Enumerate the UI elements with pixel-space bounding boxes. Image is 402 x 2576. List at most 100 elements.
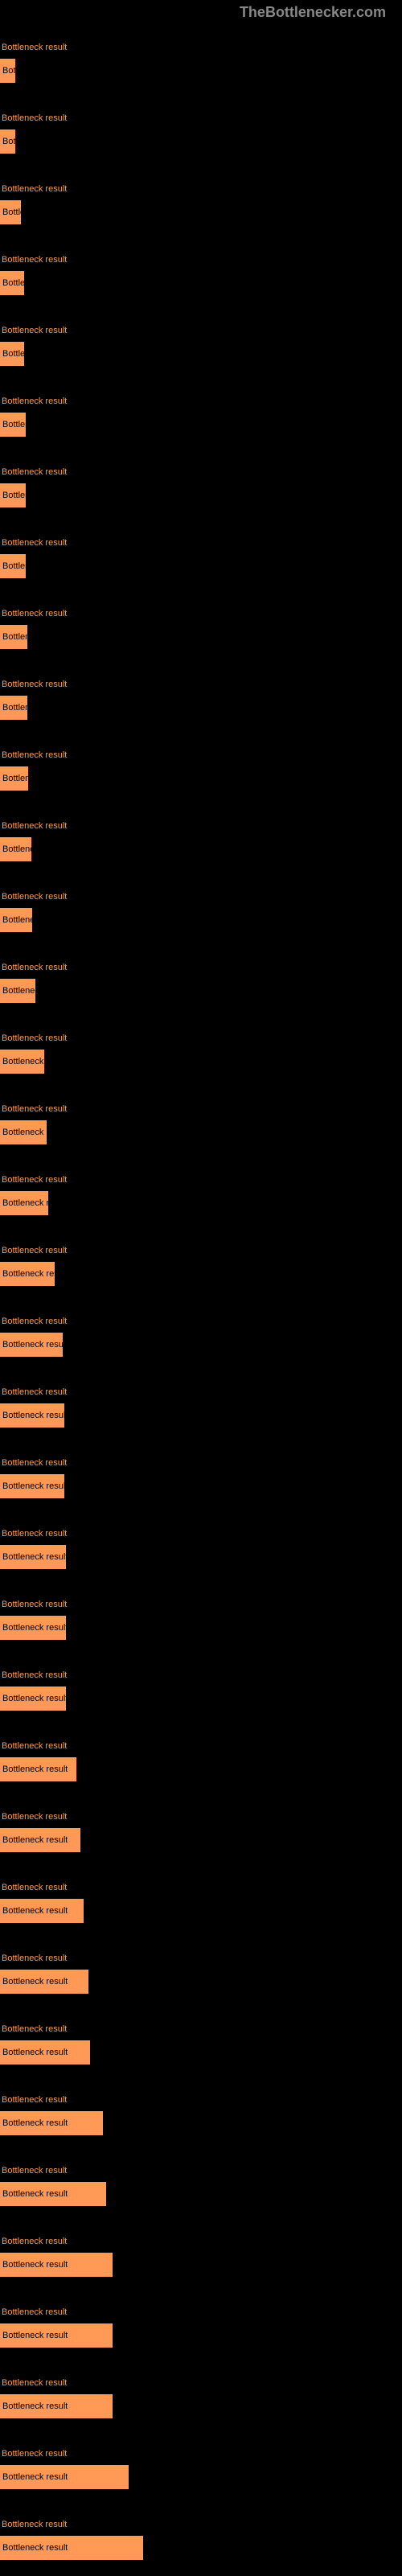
bar-label-link[interactable]: Bottleneck result — [2, 1883, 67, 1892]
bar-label-link[interactable]: Bottleneck result — [2, 609, 67, 618]
bar-label-link[interactable]: Bottleneck result — [2, 2520, 67, 2529]
bar-label-link[interactable]: Bottleneck result — [2, 1317, 67, 1326]
bar-row: Bottleneck result Bottleneck result — [0, 2293, 402, 2364]
bar: Bottleneck result — [0, 2323, 113, 2348]
bar: Bottleneck result — [0, 59, 15, 83]
bar-row: Bottleneck result Bottleneck result — [0, 1090, 402, 1161]
bar-label-link[interactable]: Bottleneck result — [2, 1812, 67, 1822]
bar-row: Bottleneck result Bottleneck result — [0, 2081, 402, 2151]
bar-inner-label: Bottleneck result — [2, 2189, 68, 2199]
bar-label-link[interactable]: Bottleneck result — [2, 1458, 67, 1468]
bar-label-link[interactable]: Bottleneck result — [2, 113, 67, 123]
bar-label-link[interactable]: Bottleneck result — [2, 1954, 67, 1963]
bar: Bottleneck result — [0, 1970, 88, 1994]
bar: Bottleneck result — [0, 342, 24, 366]
bar: Bottleneck result — [0, 2465, 129, 2489]
bar-row: Bottleneck result Bottleneck result — [0, 736, 402, 807]
bar-inner-label: Bottleneck result — [2, 278, 24, 288]
bar-label-link[interactable]: Bottleneck result — [2, 1033, 67, 1043]
bar-label-link[interactable]: Bottleneck result — [2, 396, 67, 406]
bar-row: Bottleneck result Bottleneck result — [0, 1939, 402, 2010]
bar: Bottleneck result — [0, 554, 26, 578]
bar-row: Bottleneck result Bottleneck result — [0, 2010, 402, 2081]
bar-row: Bottleneck resultBottleneck result — [0, 877, 402, 948]
bar-inner-label: Bottleneck result — [2, 1481, 64, 1491]
bar-inner-label: Bottleneck result — [2, 2048, 68, 2057]
bar-row: Bottleneck result Bottleneck result — [0, 1797, 402, 1868]
bar-row: Bottleneck result Bottleneck result — [0, 524, 402, 594]
bar-inner-label: Bottleneck result — [2, 349, 24, 359]
bar: Bottleneck result — [0, 837, 31, 861]
bar-label-link[interactable]: Bottleneck result — [2, 821, 67, 831]
bar-row: Bottleneck result Bottleneck result — [0, 99, 402, 170]
bar-inner-label: Bottleneck result — [2, 1552, 66, 1562]
bar-inner-label: Bottleneck result — [2, 632, 27, 642]
bar: Bottleneck result — [0, 1050, 44, 1074]
bar-row: Bottleneck result Bottleneck result — [0, 807, 402, 877]
bar-label-link[interactable]: Bottleneck result — [2, 2024, 67, 2034]
bar-inner-label: Bottleneck result — [2, 491, 26, 500]
bar-row: Bottleneck result Bottleneck result — [0, 240, 402, 311]
watermark-text: TheBottlenecker.com — [240, 4, 386, 21]
bar: Bottleneck result — [0, 1403, 64, 1428]
bar: Bottleneck result — [0, 2394, 113, 2418]
bar-label-link[interactable]: Bottleneck result — [2, 1175, 67, 1185]
bar: Bottleneck result — [0, 1828, 80, 1852]
bar-label-link[interactable]: Bottleneck result — [2, 892, 67, 902]
bar-inner-label: Bottleneck result — [2, 1765, 68, 1774]
bar-label-link[interactable]: Bottleneck result — [2, 1741, 67, 1751]
bar-label-link[interactable]: Bottleneck result — [2, 680, 67, 689]
bar: Bottleneck result — [0, 1757, 76, 1781]
bar: Bottleneck result — [0, 1545, 66, 1569]
bar-label-link[interactable]: Bottleneck result — [2, 1246, 67, 1255]
bar-label-link[interactable]: Bottleneck result — [2, 184, 67, 194]
bar: Bottleneck result — [0, 2111, 103, 2135]
bar-label-link[interactable]: Bottleneck result — [2, 1387, 67, 1397]
bar-inner-label: Bottleneck result — [2, 207, 21, 217]
bar: Bottleneck result — [0, 1191, 48, 1215]
bar-label-link[interactable]: Bottleneck result — [2, 1670, 67, 1680]
bar-label-link[interactable]: Bottleneck result — [2, 2449, 67, 2459]
bar-inner-label: Bottleneck result — [2, 420, 26, 429]
bar-label-link[interactable]: Bottleneck result — [2, 750, 67, 760]
bar-row: Bottleneck result Bottleneck result — [0, 594, 402, 665]
bar-inner-label: Bottleneck result — [2, 1977, 68, 1986]
bar-label-link[interactable]: Bottleneck result — [2, 43, 67, 52]
bar-label-link[interactable]: Bottleneck result — [2, 255, 67, 265]
bar-row: Bottleneck resultBottleneck result — [0, 948, 402, 1019]
bar: Bottleneck result — [0, 200, 21, 224]
bar-inner-label: Bottleneck result — [2, 561, 26, 571]
bar-label-link[interactable]: Bottleneck result — [2, 467, 67, 477]
bar-inner-label: Bottleneck result — [2, 137, 15, 146]
bar-row: Bottleneck resultBottleneck result — [0, 1656, 402, 1727]
bar-label-link[interactable]: Bottleneck result — [2, 1529, 67, 1539]
bar-inner-label: Bottleneck result — [2, 2118, 68, 2128]
bar-row: Bottleneck result Bottleneck result — [0, 2434, 402, 2505]
bar-row: Bottleneck resultBottleneck result — [0, 1231, 402, 1302]
bar-row: Bottleneck result Bottleneck result — [0, 1727, 402, 1797]
bar-inner-label: Bottleneck result — [2, 1198, 48, 1208]
bar-inner-label: Bottleneck result — [2, 1835, 68, 1845]
bar: Bottleneck result — [0, 2253, 113, 2277]
bar: Bottleneck result — [0, 1899, 84, 1923]
bar-label-link[interactable]: Bottleneck result — [2, 963, 67, 972]
bar-row: Bottleneck result Bottleneck result — [0, 2364, 402, 2434]
bar-label-link[interactable]: Bottleneck result — [2, 2237, 67, 2246]
bar-label-link[interactable]: Bottleneck result — [2, 1600, 67, 1609]
bar: Bottleneck result — [0, 1616, 66, 1640]
bar-row: Bottleneck result Bottleneck result — [0, 170, 402, 240]
bar-row: Bottleneck result Bottleneck result — [0, 2151, 402, 2222]
bar: Bottleneck result — [0, 696, 27, 720]
bar-label-link[interactable]: Bottleneck result — [2, 2378, 67, 2388]
bar-label-link[interactable]: Bottleneck result — [2, 2166, 67, 2175]
bar-inner-label: Bottleneck result — [2, 1128, 47, 1137]
bar-label-link[interactable]: Bottleneck result — [2, 2095, 67, 2105]
bar-label-link[interactable]: Bottleneck result — [2, 1104, 67, 1114]
bar-label-link[interactable]: Bottleneck result — [2, 538, 67, 548]
bar: Bottleneck result — [0, 766, 28, 791]
bar-row: Bottleneck result Bottleneck result — [0, 1585, 402, 1656]
bar-label-link[interactable]: Bottleneck result — [2, 2307, 67, 2317]
bar-inner-label: Bottleneck result — [2, 1411, 64, 1420]
bar-row: Bottleneck result Bottleneck result — [0, 453, 402, 524]
bar-label-link[interactable]: Bottleneck result — [2, 326, 67, 335]
